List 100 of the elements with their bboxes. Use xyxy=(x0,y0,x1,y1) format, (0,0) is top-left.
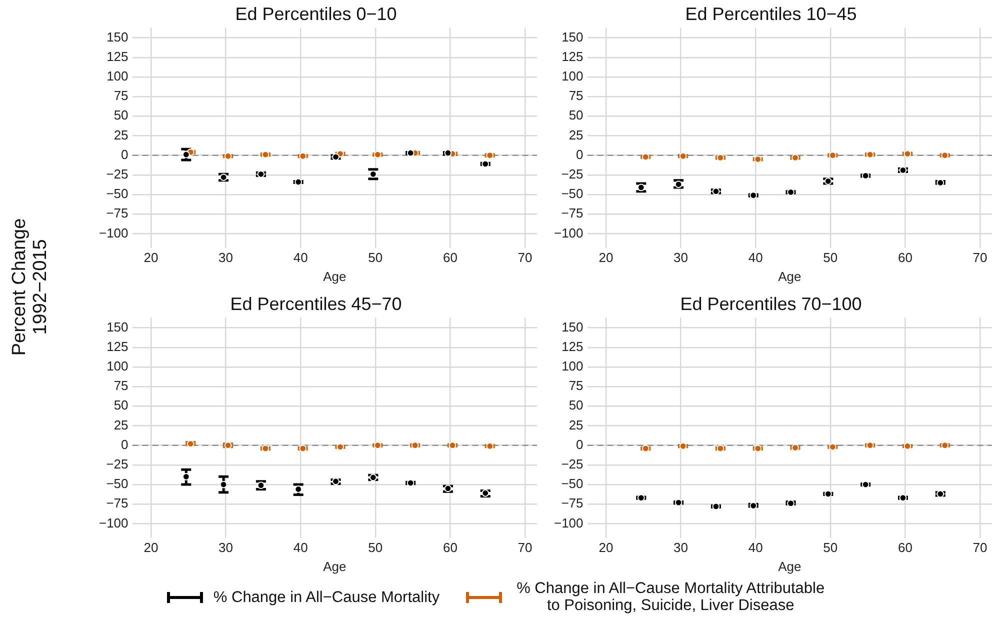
chart-title: Ed Percentiles 10−45 xyxy=(685,4,857,24)
x-tick-label: 70 xyxy=(518,250,532,266)
y-tick-label: 150 xyxy=(106,29,128,44)
y-tick-label: −100 xyxy=(98,225,128,240)
y-tick-label: −100 xyxy=(554,515,584,530)
point xyxy=(750,192,758,199)
point xyxy=(936,490,944,498)
x-tick-label: 70 xyxy=(972,250,988,266)
point xyxy=(899,166,907,174)
y-tick-label: 100 xyxy=(562,68,584,84)
y-tick-label: −75 xyxy=(561,496,584,511)
point xyxy=(824,177,832,185)
chart-title: Ed Percentiles 70−100 xyxy=(680,294,862,314)
x-tick-label: 30 xyxy=(674,540,688,556)
point xyxy=(716,154,724,162)
point xyxy=(862,172,870,180)
point xyxy=(299,152,307,160)
x-tick-label: 70 xyxy=(972,540,988,556)
y-tick-label: −25 xyxy=(106,456,128,472)
y-tick-label: −50 xyxy=(561,476,584,492)
x-axis-title: Age xyxy=(778,268,802,284)
point xyxy=(224,442,232,450)
point xyxy=(486,442,494,450)
y-tick-label: 0 xyxy=(121,436,128,452)
point xyxy=(186,440,194,448)
y-tick-label: 25 xyxy=(114,417,128,432)
point xyxy=(899,494,907,502)
y-tick-label: 50 xyxy=(568,108,584,123)
y-tick-label: 150 xyxy=(106,319,128,334)
point xyxy=(406,479,414,487)
point xyxy=(936,179,944,186)
point xyxy=(482,489,490,497)
y-tick-label: 0 xyxy=(121,146,128,162)
point xyxy=(299,444,307,452)
y-tick-label: 150 xyxy=(562,29,584,44)
point xyxy=(716,444,724,452)
point xyxy=(712,502,720,510)
y-tick-label: 125 xyxy=(562,48,584,64)
point xyxy=(642,153,650,161)
x-tick-label: 50 xyxy=(368,540,383,556)
point xyxy=(444,484,452,492)
y-tick-label: −75 xyxy=(561,206,584,221)
chart-title: Ed Percentiles 45−70 xyxy=(230,294,402,314)
point xyxy=(262,150,270,158)
point xyxy=(224,152,232,160)
y-tick-label: 125 xyxy=(106,338,128,354)
point xyxy=(257,170,265,178)
point xyxy=(866,150,874,158)
point xyxy=(448,442,456,450)
y-tick-label: 25 xyxy=(568,417,584,432)
y-tick-label: −50 xyxy=(561,186,584,202)
point xyxy=(792,154,799,162)
point xyxy=(406,149,414,157)
y-tick-label: 25 xyxy=(568,127,584,142)
point xyxy=(482,160,490,168)
point xyxy=(904,150,912,158)
point xyxy=(750,502,758,510)
x-tick-label: 40 xyxy=(748,250,763,266)
point xyxy=(444,149,452,157)
x-tick-label: 20 xyxy=(598,250,614,266)
y-tick-label: 75 xyxy=(114,88,128,104)
x-tick-label: 70 xyxy=(518,540,532,556)
x-tick-label: 60 xyxy=(442,250,458,266)
y-tick-label: 0 xyxy=(576,436,584,452)
x-axis-title: Age xyxy=(778,558,802,574)
x-tick-label: 30 xyxy=(674,250,688,266)
y-tick-label: −25 xyxy=(106,166,128,182)
point xyxy=(792,444,799,452)
point xyxy=(904,442,912,450)
y-tick-label: −100 xyxy=(554,225,584,240)
x-tick-label: 40 xyxy=(748,540,763,556)
x-tick-label: 30 xyxy=(218,250,234,266)
y-tick-label: −25 xyxy=(561,456,584,472)
point xyxy=(262,444,270,452)
point xyxy=(336,443,344,451)
point xyxy=(679,152,687,160)
x-tick-label: 20 xyxy=(144,540,158,556)
y-tick-label: 75 xyxy=(568,88,584,104)
point xyxy=(754,156,762,163)
y-tick-label: 100 xyxy=(562,358,584,374)
y-tick-label: −75 xyxy=(106,496,128,511)
y-axis-title: Percent Change 1992−2015 xyxy=(9,218,51,356)
x-tick-label: 60 xyxy=(898,540,912,556)
x-axis-title: Age xyxy=(323,268,346,284)
chart-title: Ed Percentiles 0−10 xyxy=(235,4,397,24)
point xyxy=(674,498,682,506)
y-tick-label: −100 xyxy=(98,515,128,530)
point xyxy=(332,478,340,486)
y-tick-label: 75 xyxy=(114,378,128,394)
point xyxy=(712,188,720,196)
y-tick-label: 125 xyxy=(562,338,584,354)
point xyxy=(824,490,832,498)
x-tick-label: 40 xyxy=(293,250,308,266)
y-tick-label: 100 xyxy=(106,68,128,84)
y-tick-label: 100 xyxy=(106,358,128,374)
x-tick-label: 20 xyxy=(598,540,614,556)
point xyxy=(369,474,377,482)
y-tick-label: −75 xyxy=(106,206,128,221)
legend-label: % Change in All−Cause Mortality Attributable to Poisoning, Suicide, Liver Disease xyxy=(516,580,826,614)
y-tick-label: 50 xyxy=(114,108,128,123)
